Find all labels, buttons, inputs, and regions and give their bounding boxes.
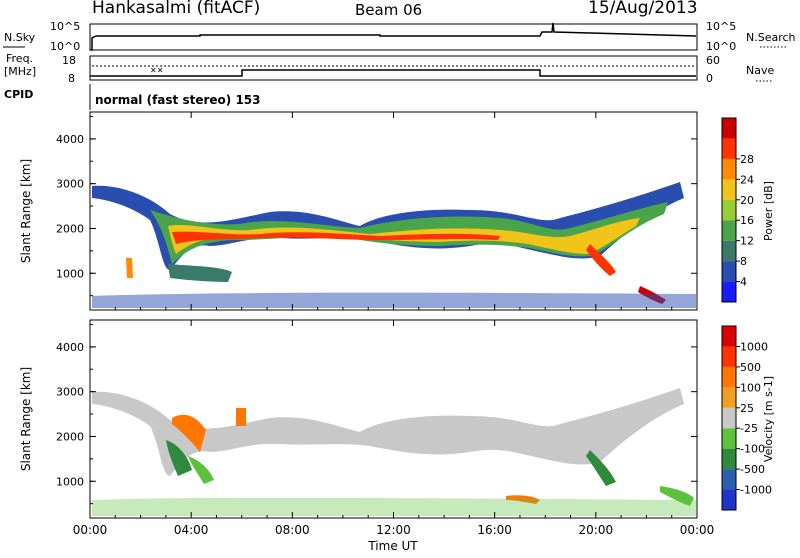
colorbar-tick-label: 1000 [740, 340, 768, 353]
y-tick-label: 4000 [56, 133, 84, 146]
colorbar-segment [722, 448, 736, 470]
freq-label-1: Freq. [6, 52, 33, 65]
colorbar-segment [722, 387, 736, 408]
colorbar-segment [722, 179, 736, 200]
colorbar-tick-label: 16 [740, 214, 754, 227]
colorbar-segment [722, 407, 736, 429]
y-tick-label: 1000 [56, 267, 84, 280]
nsky-panel: N.Sky 10^5 10^0 10^5 10^0 N.Search [3, 20, 796, 53]
colorbar-segment [722, 346, 736, 367]
colorbar-tick-label: 8 [740, 255, 747, 268]
power-ylabel: Slant Range [km] [19, 159, 33, 263]
y-tick-label: 3000 [56, 386, 84, 399]
nsearch-tick-bottom: 10^0 [706, 40, 736, 53]
colorbar-segment [722, 118, 736, 139]
colorbar-tick-label: 12 [740, 235, 754, 248]
colorbar-segment [722, 240, 736, 262]
cpid-value: normal (fast stereo) 153 [95, 93, 261, 107]
colorbar-tick-label: -100 [740, 443, 765, 456]
x-axis-title: Time UT [367, 539, 418, 553]
freq-tick-bottom: 8 [68, 72, 75, 85]
colorbar-tick-label: -500 [740, 463, 765, 476]
nsky-trace [90, 22, 697, 51]
y-tick-label: 1000 [56, 475, 84, 488]
y-tick-label: 4000 [56, 341, 84, 354]
nave-tick-top: 60 [706, 54, 720, 67]
colorbar-tick-label: 28 [740, 153, 754, 166]
freq-panel: Freq. [MHz] 18 8 ✕✕ 60 0 Nave [4, 52, 774, 85]
colorbar-segment [722, 261, 736, 282]
y-tick-label: 3000 [56, 178, 84, 191]
velocity-ylabel: Slant Range [km] [19, 367, 33, 471]
colorbar-tick-label: -25 [740, 422, 758, 435]
colorbar-tick-label: 24 [740, 173, 754, 186]
nsky-label: N.Sky [4, 31, 36, 44]
x-tick-label: 16:00 [477, 523, 512, 537]
colorbar-segment [722, 138, 736, 159]
colorbar-tick-label: 20 [740, 194, 754, 207]
power-colorbar-label: Power [dB] [762, 181, 775, 241]
beam-title: Beam 06 [355, 1, 422, 19]
freq-label-2: [MHz] [4, 65, 36, 78]
x-tick-label: 12:00 [376, 523, 411, 537]
date-title: 15/Aug/2013 [588, 0, 698, 18]
y-tick-label: 2000 [56, 222, 84, 235]
nsky-tick-bottom: 10^0 [50, 40, 80, 53]
nsky-frame [89, 23, 698, 51]
x-tick-label: 20:00 [579, 523, 614, 537]
station-title: Hankasalmi (fitACF) [92, 0, 260, 18]
cpid-row: CPID normal (fast stereo) 153 [4, 84, 261, 110]
power-data [92, 182, 696, 308]
colorbar-segment [722, 220, 736, 241]
x-tick-label: 04:00 [174, 523, 209, 537]
power-panel: Slant Range [km] 1000 2000 3000 4000 4 8 12 16… [19, 111, 775, 311]
power-colorbar: 4 8 12 16 20 24 28 [721, 117, 754, 303]
y-tick-label: 2000 [56, 430, 84, 443]
colorbar-frame [721, 325, 737, 511]
colorbar-segment [722, 199, 736, 221]
colorbar-segment [722, 428, 736, 449]
colorbar-segment [722, 326, 736, 347]
nsearch-label: N.Search [746, 31, 796, 44]
colorbar-tick-label: 4 [740, 276, 747, 289]
colorbar-segment [722, 489, 736, 510]
nsearch-tick-top: 10^5 [706, 20, 736, 33]
x-axis: 00:00 04:00 08:00 12:00 16:00 20:00 00:00 [73, 112, 715, 537]
colorbar-segment [722, 158, 736, 180]
nave-label: Nave [746, 64, 774, 77]
colorbar-segment [722, 366, 736, 388]
colorbar-frame [721, 117, 737, 303]
velocity-panel: Slant Range [km] 1000 2000 3000 4000 1000 50… [19, 319, 775, 519]
velocity-colorbar: 1000 500 100 25 -25 -100 -500 -1000 [721, 325, 772, 511]
cpid-label: CPID [4, 88, 33, 101]
x-tick-label: 00:00 [680, 523, 715, 537]
colorbar-segment [722, 281, 736, 302]
x-tick-label: 00:00 [73, 523, 108, 537]
x-tick-label: 08:00 [275, 523, 310, 537]
colorbar-tick-label: 500 [740, 361, 761, 374]
colorbar-segment [722, 469, 736, 490]
colorbar-tick-label: 100 [740, 381, 761, 394]
freq-trace [90, 69, 696, 77]
velocity-colorbar-label: Velocity [m s-1] [762, 376, 775, 462]
velocity-data [92, 388, 696, 516]
nsky-tick-top: 10^5 [50, 20, 80, 33]
nave-tick-bottom: 0 [706, 72, 713, 85]
freq-tick-top: 18 [62, 54, 76, 67]
freq-frame [89, 55, 698, 81]
colorbar-tick-label: -1000 [740, 484, 772, 497]
svg-text:✕✕: ✕✕ [150, 66, 163, 75]
colorbar-tick-label: 25 [740, 402, 754, 415]
